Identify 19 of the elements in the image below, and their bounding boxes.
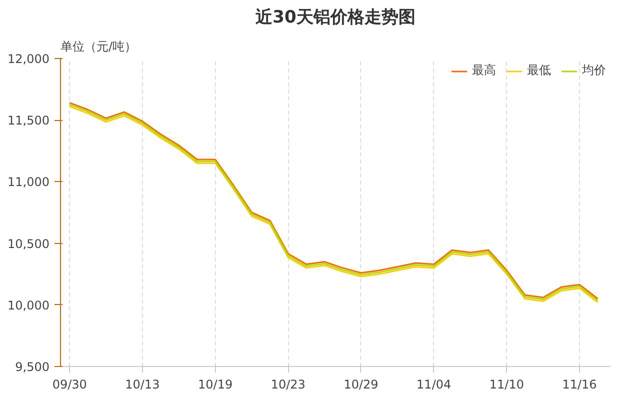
y-tick-label: 10,500 [8,236,50,251]
y-axis-title: 单位（元/吨） [60,40,137,54]
x-tick-label: 10/19 [198,378,233,392]
x-tick-label: 10/13 [125,378,160,392]
x-tick-label: 11/16 [562,378,597,392]
y-tick-label: 10,000 [8,298,50,312]
x-tick-label: 11/04 [416,378,452,392]
x-tick-label: 10/29 [344,378,378,392]
x-tick-label: 11/10 [489,378,524,392]
y-tick-label: 11,000 [8,175,50,190]
legend-label: 均价 [582,62,606,79]
x-tick-label: 09/30 [52,378,87,392]
chart-title: 近30天铝价格走势图 [254,8,416,28]
legend-label: 最高 [472,62,496,79]
y-tick-label: 9,500 [15,360,50,374]
y-tick-label: 11,500 [8,114,50,128]
x-tick-label: 10/23 [270,378,306,392]
legend-label: 最低 [527,62,551,79]
y-tick-label: 12,000 [8,52,50,66]
